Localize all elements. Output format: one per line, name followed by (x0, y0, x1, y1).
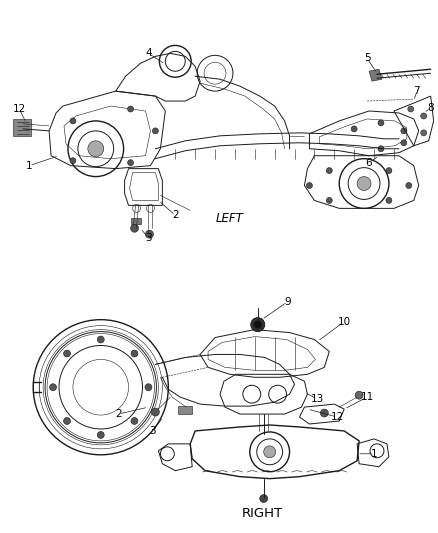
Circle shape (145, 230, 153, 238)
Circle shape (64, 350, 71, 357)
Text: RIGHT: RIGHT (242, 507, 283, 520)
Circle shape (408, 106, 414, 112)
Polygon shape (131, 219, 141, 224)
Circle shape (307, 182, 312, 189)
Circle shape (401, 140, 407, 146)
Circle shape (70, 158, 76, 164)
Text: 13: 13 (311, 394, 324, 404)
Text: 1: 1 (371, 449, 377, 459)
Text: 10: 10 (338, 317, 351, 327)
Circle shape (131, 417, 138, 424)
Text: 3: 3 (145, 233, 152, 243)
Circle shape (131, 350, 138, 357)
Circle shape (260, 495, 268, 503)
Circle shape (88, 141, 104, 157)
Circle shape (351, 126, 357, 132)
Text: 7: 7 (413, 86, 420, 96)
Circle shape (326, 197, 332, 204)
Circle shape (127, 160, 134, 166)
Circle shape (152, 408, 159, 416)
Polygon shape (369, 69, 382, 81)
Circle shape (386, 168, 392, 174)
Circle shape (264, 446, 276, 458)
Text: 6: 6 (366, 158, 372, 168)
Circle shape (127, 106, 134, 112)
Circle shape (320, 409, 328, 417)
Text: LEFT: LEFT (216, 212, 244, 225)
Circle shape (131, 224, 138, 232)
Circle shape (421, 113, 427, 119)
Circle shape (64, 417, 71, 424)
Text: 12: 12 (331, 412, 344, 422)
Circle shape (357, 176, 371, 190)
Text: 9: 9 (284, 297, 291, 307)
Text: 5: 5 (364, 53, 371, 63)
Circle shape (421, 130, 427, 136)
Text: 1: 1 (26, 160, 32, 171)
Circle shape (326, 168, 332, 174)
Text: 12: 12 (13, 104, 26, 114)
Polygon shape (178, 406, 192, 414)
Circle shape (378, 146, 384, 152)
Text: 2: 2 (115, 409, 122, 419)
Circle shape (406, 182, 412, 189)
Circle shape (254, 321, 262, 329)
Circle shape (97, 336, 104, 343)
Text: 8: 8 (427, 103, 434, 113)
Circle shape (355, 391, 363, 399)
Circle shape (49, 384, 57, 391)
Circle shape (378, 120, 384, 126)
Text: 11: 11 (360, 392, 374, 402)
Circle shape (386, 197, 392, 204)
Polygon shape (13, 119, 31, 136)
Circle shape (70, 118, 76, 124)
Circle shape (251, 318, 265, 332)
Text: 3: 3 (149, 426, 156, 436)
Circle shape (145, 384, 152, 391)
Circle shape (97, 431, 104, 439)
Text: 4: 4 (145, 49, 152, 58)
Circle shape (152, 128, 159, 134)
Text: 2: 2 (172, 211, 179, 220)
Circle shape (401, 128, 407, 134)
